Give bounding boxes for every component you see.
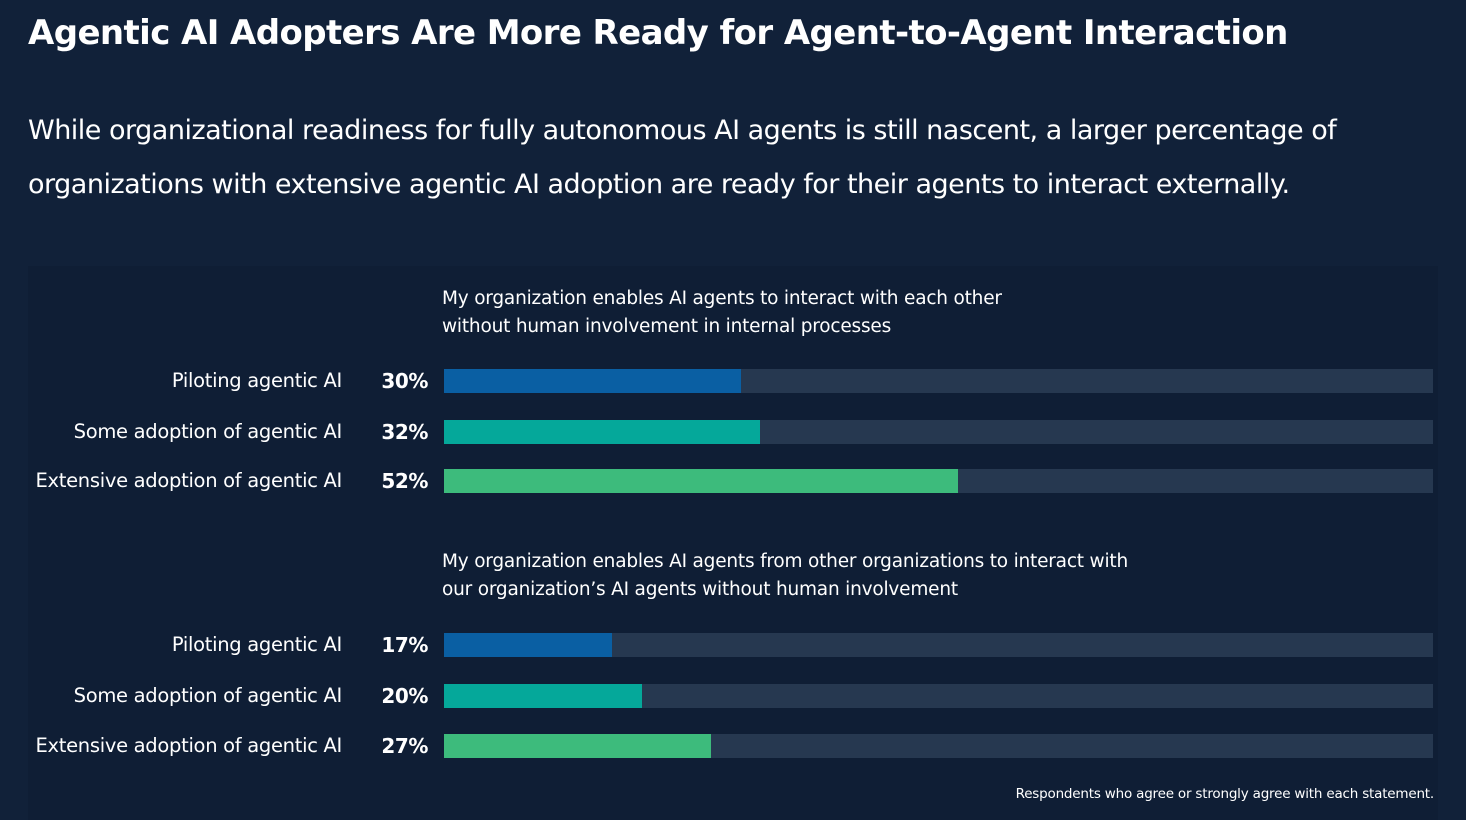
bar — [444, 420, 761, 444]
value-label: 20% — [381, 684, 428, 708]
category-label: Piloting agentic AI — [171, 633, 342, 656]
category-label: Piloting agentic AI — [171, 369, 342, 392]
value-label: 27% — [381, 734, 428, 758]
bar-track — [444, 734, 1433, 758]
chart-title: My organization enables AI agents to int… — [442, 288, 1002, 337]
bar-track — [444, 633, 1433, 657]
page-title: Agentic AI Adopters Are More Ready for A… — [28, 13, 1288, 53]
bar-track — [444, 420, 1433, 444]
chart-panel — [28, 266, 1438, 820]
bar-track — [444, 369, 1433, 393]
value-label: 17% — [381, 633, 428, 657]
value-label: 30% — [381, 369, 428, 393]
category-label: Extensive adoption of agentic AI — [35, 469, 342, 492]
bar — [444, 369, 741, 393]
bar-track — [444, 684, 1433, 708]
footnote: Respondents who agree or strongly agree … — [1015, 786, 1435, 802]
bar-track — [444, 469, 1433, 493]
category-label: Extensive adoption of agentic AI — [35, 734, 342, 757]
page-subtitle: While organizational readiness for fully… — [28, 115, 1337, 200]
bar — [444, 684, 642, 708]
value-label: 32% — [381, 420, 428, 444]
category-label: Some adoption of agentic AI — [73, 420, 343, 443]
bar — [444, 734, 712, 758]
value-label: 52% — [381, 469, 428, 493]
bar — [444, 633, 613, 657]
chart-title: My organization enables AI agents from o… — [442, 551, 1128, 600]
bar — [444, 469, 959, 493]
category-label: Some adoption of agentic AI — [73, 684, 343, 707]
